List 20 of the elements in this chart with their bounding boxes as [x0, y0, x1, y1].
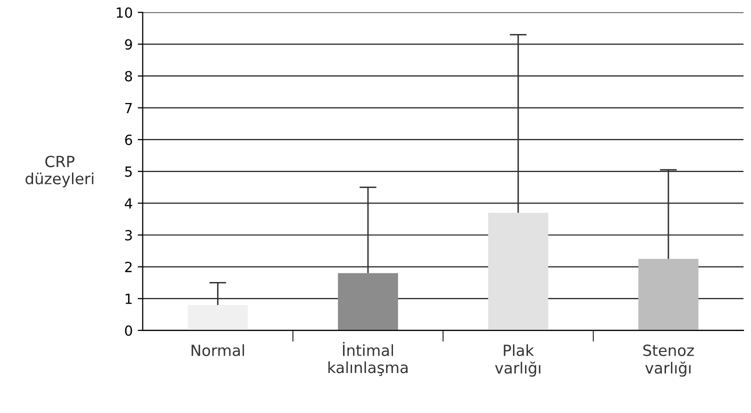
- x-tick-label: Normal: [192, 344, 244, 356]
- y-tick-label: 8: [125, 70, 132, 82]
- y-tick-label: 6: [125, 134, 132, 146]
- y-tick-label: 5: [125, 166, 132, 177]
- y-axis-title: CRP düzeyleri: [26, 156, 94, 188]
- y-tick-label: 4: [124, 198, 132, 208]
- x-tick-label: Plak varlığı: [495, 344, 540, 377]
- y-tick-label: 1: [126, 294, 132, 304]
- y-tick-label: 7: [125, 102, 132, 114]
- y-tick-label: 2: [125, 262, 132, 272]
- bar: [638, 258, 698, 330]
- y-tick-label: 3: [125, 230, 132, 240]
- y-tick-label: 9: [125, 39, 132, 50]
- bar: [488, 212, 548, 330]
- x-tick-label: Stenoz varlığı: [643, 344, 694, 377]
- y-tick-label: 10: [116, 7, 132, 18]
- bar: [338, 273, 398, 330]
- bar: [188, 304, 248, 330]
- y-tick-label: 0: [125, 325, 132, 336]
- x-tick-label: İntimal kalınlaşma: [328, 342, 408, 376]
